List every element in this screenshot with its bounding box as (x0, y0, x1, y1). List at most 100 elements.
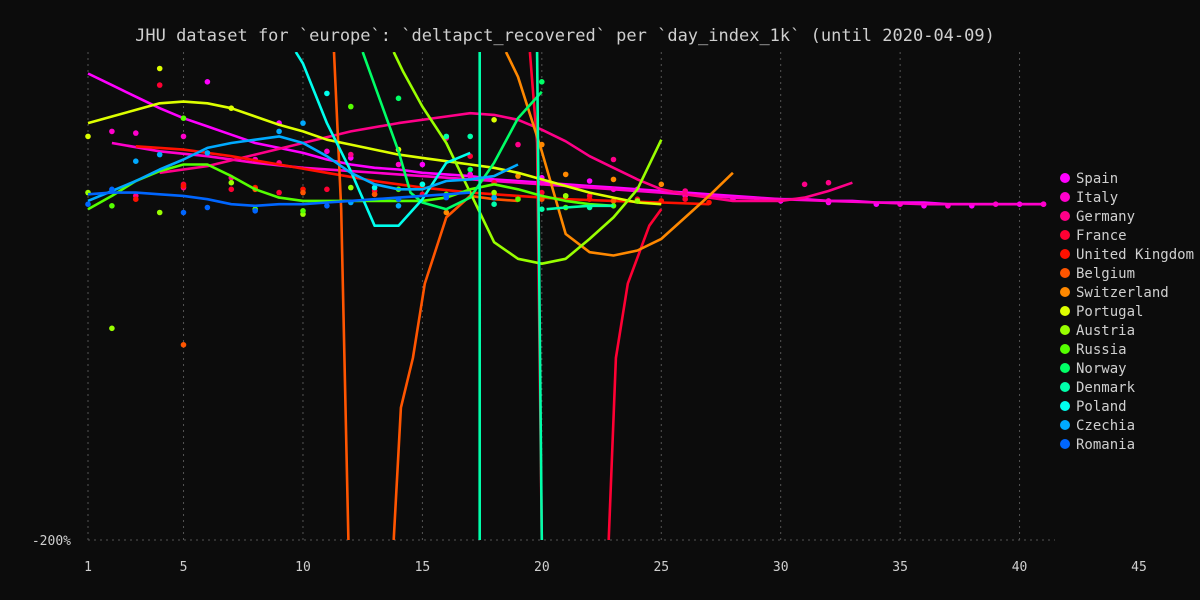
x-tick-label: 5 (180, 560, 188, 575)
x-tick-label: 15 (415, 560, 431, 575)
data-point-switzerland (562, 171, 569, 178)
data-point-czechia (204, 150, 211, 156)
data-point-czechia (300, 120, 306, 126)
legend-item-austria: Austria (1060, 323, 1135, 339)
data-point-italy (180, 133, 187, 140)
data-point-portugal (85, 133, 91, 140)
series-line-denmark (546, 204, 614, 211)
legend-item-portugal: Portugal (1060, 304, 1143, 320)
data-point-romania (180, 209, 187, 216)
data-point-norway (467, 166, 474, 173)
data-point-united-kingdom (586, 196, 593, 202)
data-point-france (228, 186, 235, 193)
data-point-france (682, 196, 688, 202)
data-point-switzerland (515, 173, 521, 179)
legend-item-belgium: Belgium (1060, 266, 1135, 282)
data-point-switzerland (443, 209, 450, 216)
x-tick-label: 40 (1012, 560, 1028, 575)
legend-label: Switzerland (1076, 285, 1169, 301)
data-point-russia (109, 203, 115, 209)
legend-marker (1060, 401, 1070, 411)
x-tick-label: 1 (84, 560, 92, 575)
data-point-united-kingdom (706, 199, 712, 206)
data-point-austria (228, 179, 235, 186)
data-point-spain (586, 178, 593, 184)
legend-label: Spain (1076, 171, 1118, 187)
data-point-germany (515, 141, 521, 148)
legend-marker (1060, 230, 1070, 240)
series-line-norway (361, 52, 543, 211)
data-point-romania (204, 204, 211, 211)
data-point-russia (300, 208, 306, 214)
data-point-czechia (133, 158, 139, 164)
data-point-romania (85, 201, 91, 207)
data-point-italy (109, 128, 115, 135)
legend-label: Russia (1076, 342, 1127, 358)
x-tick-label: 45 (1131, 560, 1147, 575)
y-tick-label: -200% (32, 534, 71, 549)
data-point-united-kingdom (658, 198, 665, 204)
legend: Spain Italy Germany France United Kingdom Bel… (1060, 171, 1194, 453)
data-point-belgium (371, 191, 378, 198)
data-point-austria (156, 209, 163, 216)
legend-label: Belgium (1076, 266, 1135, 282)
legend-marker (1060, 325, 1070, 335)
series-line-denmark (535, 52, 544, 540)
legend-item-czechia: Czechia (1060, 418, 1135, 434)
series-line-belgium (332, 52, 350, 540)
legend-marker (1060, 439, 1070, 449)
data-point-switzerland (610, 176, 617, 183)
data-point-portugal (228, 105, 235, 111)
legend-item-spain: Spain (1060, 171, 1118, 187)
legend-item-poland: Poland (1060, 399, 1127, 415)
legend-marker (1060, 287, 1070, 297)
x-tick-label: 10 (295, 560, 311, 575)
data-point-spain (204, 79, 211, 85)
data-point-italy (945, 203, 951, 209)
data-point-belgium (539, 196, 545, 202)
legend-item-norway: Norway (1060, 361, 1127, 377)
data-point-austria (491, 189, 497, 196)
legend-label: Austria (1076, 323, 1135, 339)
legend-marker (1060, 173, 1070, 183)
legend-label: Poland (1076, 399, 1127, 415)
data-point-denmark (539, 206, 545, 212)
data-point-portugal (156, 65, 163, 72)
legend-item-denmark: Denmark (1060, 380, 1136, 396)
series-line-czechia (87, 135, 519, 203)
data-point-poland (371, 184, 378, 191)
data-point-switzerland (539, 141, 545, 148)
data-point-austria (562, 193, 569, 199)
series-line-germany (159, 111, 853, 203)
data-point-romania (443, 194, 450, 201)
data-point-germany (682, 188, 688, 194)
legend-marker (1060, 420, 1070, 430)
legend-label: Portugal (1076, 304, 1143, 320)
data-point-belgium (610, 198, 617, 204)
data-point-russia (180, 115, 187, 121)
data-point-italy (133, 130, 139, 136)
data-point-denmark (443, 133, 450, 140)
data-point-belgium (300, 189, 306, 196)
legend-item-germany: Germany (1060, 209, 1135, 225)
legend-item-romania: Romania (1060, 437, 1135, 453)
series-line-portugal (87, 100, 662, 206)
x-tick-label: 35 (892, 560, 908, 575)
chart-title: JHU dataset for `europe`: `deltapct_reco… (135, 26, 995, 46)
legend-marker (1060, 211, 1070, 221)
data-point-switzerland (658, 181, 665, 188)
data-point-poland (419, 181, 426, 188)
axis-ticks: 1 5 10 15 20 25 30 35 40 45-200% (32, 534, 1147, 575)
legend-marker (1060, 382, 1070, 392)
data-point-italy (897, 201, 903, 207)
series-line-austria (392, 52, 663, 265)
data-point-romania (252, 208, 258, 214)
legend-label: United Kingdom (1076, 247, 1194, 263)
plot-area (85, 52, 1047, 540)
x-tick-label: 30 (773, 560, 789, 575)
legend-marker (1060, 344, 1070, 354)
data-point-austria (634, 198, 641, 204)
data-point-czechia (156, 151, 163, 158)
legend-label: Italy (1076, 190, 1118, 206)
data-point-poland (324, 90, 330, 97)
